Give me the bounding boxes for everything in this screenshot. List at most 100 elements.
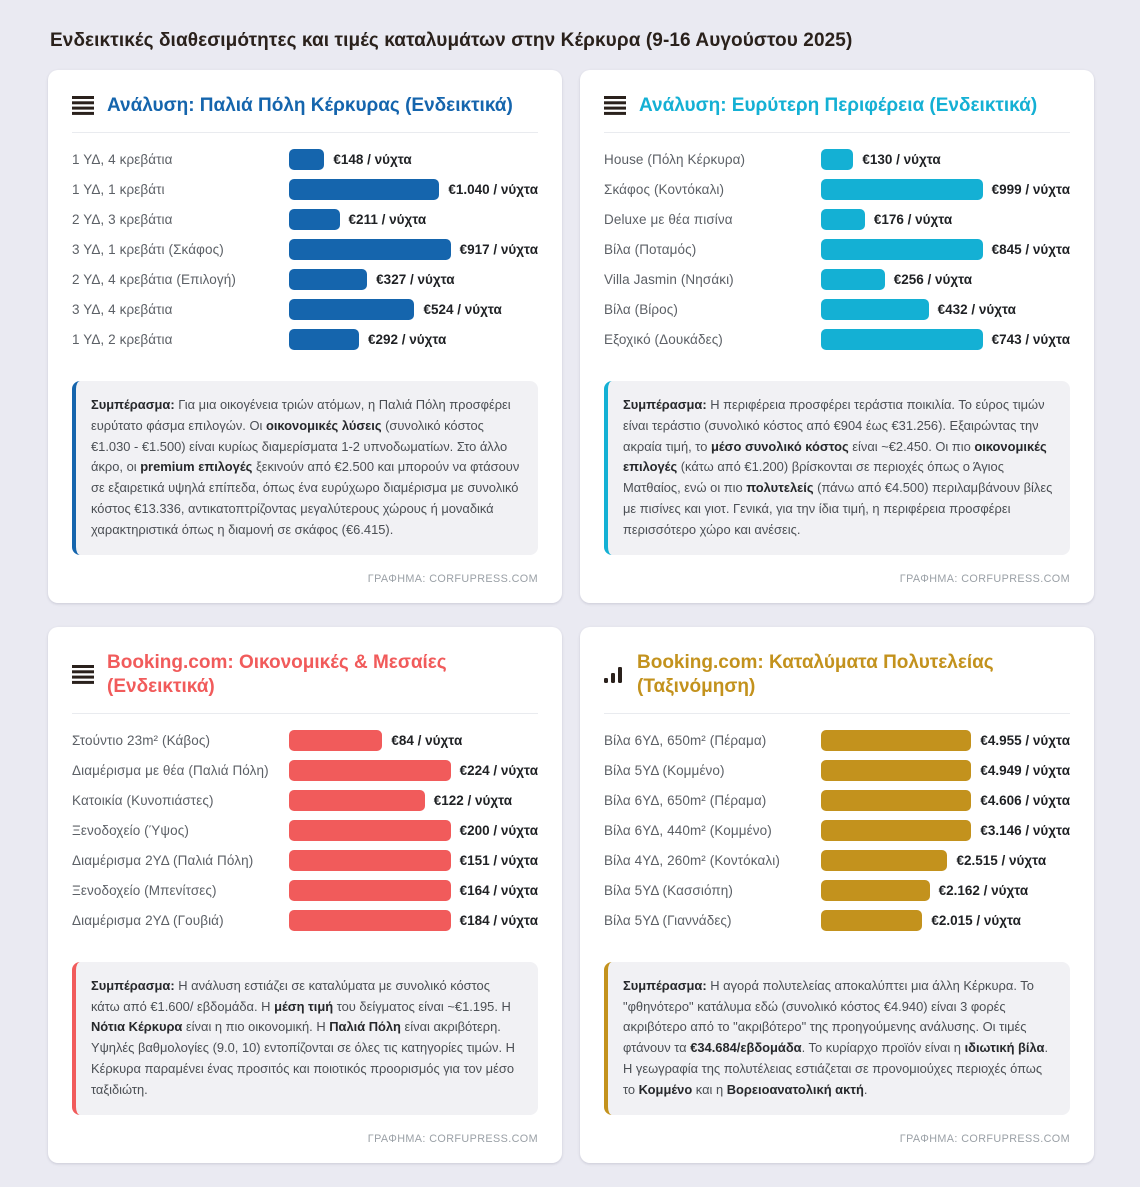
bar-track: €327 / νύχτα <box>289 268 538 290</box>
bar-category-label: Villa Jasmin (Νησάκι) <box>604 271 734 287</box>
bar-row: Βίλα 5ΥΔ (Γιαννάδες) €2.015 / νύχτα <box>604 909 1070 931</box>
bar-track: €4.949 / νύχτα <box>821 759 1070 781</box>
bar-category-label: 1 ΥΔ, 1 κρεβάτι <box>72 181 165 197</box>
bar-value-label: €432 / νύχτα <box>937 301 1016 317</box>
bar-value-label: €524 / νύχτα <box>423 301 502 317</box>
bar-row: Βίλα 4ΥΔ, 260m² (Κοντόκαλι) €2.515 / νύχτ… <box>604 849 1070 871</box>
bar-value-label: €1.040 / νύχτα <box>448 181 538 197</box>
bar-category-label: Βίλα (Ποταμός) <box>604 241 697 257</box>
bar-value-label: €211 / νύχτα <box>348 211 427 227</box>
chart-credit: ΓΡΑΦΗΜΑ: CORFUPRESS.COM <box>899 1133 1070 1146</box>
bar-track: €2.515 / νύχτα <box>821 849 1070 871</box>
bar-category-label: Βίλα 5ΥΔ (Κομμένο) <box>604 762 725 778</box>
bar <box>289 178 440 200</box>
bar-value-label: €4.949 / νύχτα <box>980 762 1070 778</box>
bar-row: Βίλα 6ΥΔ, 650m² (Πέραμα) €4.955 / νύχτα <box>604 729 1070 751</box>
bar-row: Κατοικία (Κυνοπιάστες) €122 / νύχτα <box>72 789 538 811</box>
bar <box>289 238 451 260</box>
bar-value-label: €176 / νύχτα <box>873 211 953 227</box>
bar-value-label: €917 / νύχτα <box>459 241 538 257</box>
bar <box>289 849 451 871</box>
bar <box>821 238 983 260</box>
bar <box>289 759 451 781</box>
bar <box>821 729 972 751</box>
bar-value-label: €3.146 / νύχτα <box>980 822 1070 838</box>
bar-value-label: €184 / νύχτα <box>459 912 538 928</box>
bar <box>821 759 972 781</box>
bar-category-label: 1 ΥΔ, 4 κρεβάτια <box>72 151 173 167</box>
bar-row: Βίλα 5ΥΔ (Κασσιόπη) €2.162 / νύχτα <box>604 879 1070 901</box>
bar-track: €999 / νύχτα <box>821 178 1070 200</box>
bar-track: €3.146 / νύχτα <box>821 819 1070 841</box>
cards-grid: Ανάλυση: Παλιά Πόλη Κέρκυρας (Ενδεικτικά… <box>48 70 1094 1164</box>
bar-row: 3 ΥΔ, 1 κρεβάτι (Σκάφος) €917 / νύχτα <box>72 238 538 260</box>
card-header: Ανάλυση: Παλιά Πόλη Κέρκυρας (Ενδεικτικά… <box>72 92 538 133</box>
bar <box>821 148 854 170</box>
chart-credit: ΓΡΑΦΗΜΑ: CORFUPRESS.COM <box>367 1133 538 1146</box>
bar-track: €176 / νύχτα <box>821 208 1070 230</box>
bar-value-label: €845 / νύχτα <box>991 241 1070 257</box>
bar-track: €148 / νύχτα <box>289 148 538 170</box>
summary-box: Συμπέρασμα: Η αγορά πολυτελείας αποκαλύπ… <box>604 961 1070 1116</box>
bar-value-label: €256 / νύχτα <box>893 271 973 287</box>
bar <box>821 328 983 350</box>
bar-value-label: €2.015 / νύχτα <box>931 912 1021 928</box>
bar-category-label: Deluxe με θέα πισίνα <box>604 211 733 227</box>
bar-row: Βίλα 6ΥΔ, 440m² (Κομμένο) €3.146 / νύχτα <box>604 819 1070 841</box>
bar-row: Διαμέρισμα 2ΥΔ (Παλιά Πόλη) €151 / νύχτα <box>72 849 538 871</box>
bar <box>821 789 972 811</box>
chart-credit: ΓΡΑΦΗΜΑ: CORFUPRESS.COM <box>367 573 538 586</box>
summary-box: Συμπέρασμα: Για μια οικογένεια τριών ατό… <box>72 380 538 556</box>
card-header: Booking.com: Οικονομικές & Μεσαίες (Ενδε… <box>72 649 538 714</box>
bar-track: €524 / νύχτα <box>289 298 538 320</box>
bar-category-label: Βίλα (Βίρος) <box>604 301 678 317</box>
bar-row: Διαμέρισμα 2ΥΔ (Γουβιά) €184 / νύχτα <box>72 909 538 931</box>
bar-row: 1 ΥΔ, 2 κρεβάτια €292 / νύχτα <box>72 328 538 350</box>
bar-value-label: €148 / νύχτα <box>333 151 412 167</box>
bar <box>821 819 972 841</box>
bar-category-label: Διαμέρισμα 2ΥΔ (Γουβιά) <box>72 912 224 928</box>
bar <box>289 819 451 841</box>
bar-value-label: €164 / νύχτα <box>459 882 538 898</box>
bar-row: 2 ΥΔ, 4 κρεβάτια (Επιλογή) €327 / νύχτα <box>72 268 538 290</box>
bar <box>821 849 948 871</box>
bar-category-label: Διαμέρισμα με θέα (Παλιά Πόλη) <box>72 762 269 778</box>
bar-category-label: Κατοικία (Κυνοπιάστες) <box>72 792 214 808</box>
bar-value-label: €84 / νύχτα <box>391 732 463 748</box>
card-title: Booking.com: Οικονομικές & Μεσαίες (Ενδε… <box>107 652 447 697</box>
bar <box>821 208 865 230</box>
bar-row: Διαμέρισμα με θέα (Παλιά Πόλη) €224 / νύχ… <box>72 759 538 781</box>
bar-track: €184 / νύχτα <box>289 909 538 931</box>
page-title: Ενδεικτικές διαθεσιμότητες και τιμές κατ… <box>50 30 853 51</box>
bar-track: €4.606 / νύχτα <box>821 789 1070 811</box>
bar-category-label: Βίλα 5ΥΔ (Κασσιόπη) <box>604 882 733 898</box>
bar <box>289 298 415 320</box>
bar-track: €130 / νύχτα <box>821 148 1070 170</box>
bar <box>289 328 359 350</box>
bar-category-label: Βίλα 6ΥΔ, 440m² (Κομμένο) <box>604 822 772 838</box>
bar-row: Σκάφος (Κοντόκαλι) €999 / νύχτα <box>604 178 1070 200</box>
bar-category-label: Διαμέρισμα 2ΥΔ (Παλιά Πόλη) <box>72 852 254 868</box>
bar <box>289 789 425 811</box>
card-header: Booking.com: Καταλύματα Πολυτελείας (Ταξ… <box>604 649 1070 714</box>
bar-row: Villa Jasmin (Νησάκι) €256 / νύχτα <box>604 268 1070 290</box>
bar-row: 1 ΥΔ, 4 κρεβάτια €148 / νύχτα <box>72 148 538 170</box>
bar-row: 2 ΥΔ, 3 κρεβάτια €211 / νύχτα <box>72 208 538 230</box>
bar <box>289 148 325 170</box>
bar-row: House (Πόλη Κέρκυρα) €130 / νύχτα <box>604 148 1070 170</box>
bar-track: €2.162 / νύχτα <box>821 879 1070 901</box>
bar-category-label: Βίλα 5ΥΔ (Γιαννάδες) <box>604 912 732 928</box>
bar-category-label: Σκάφος (Κοντόκαλι) <box>604 181 725 197</box>
bar-category-label: Βίλα 6ΥΔ, 650m² (Πέραμα) <box>604 792 767 808</box>
bar-row: 3 ΥΔ, 4 κρεβάτια €524 / νύχτα <box>72 298 538 320</box>
bar-track: €164 / νύχτα <box>289 879 538 901</box>
bar-chart: Βίλα 6ΥΔ, 650m² (Πέραμα) €4.955 / νύχτα Β… <box>604 729 1070 940</box>
list-icon <box>72 665 94 685</box>
bar <box>821 298 929 320</box>
bar-row: Ξενοδοχείο (Ύψος) €200 / νύχτα <box>72 819 538 841</box>
bar-track: €292 / νύχτα <box>289 328 538 350</box>
bar-row: Deluxe με θέα πισίνα €176 / νύχτα <box>604 208 1070 230</box>
bar-track: €2.015 / νύχτα <box>821 909 1070 931</box>
bar-category-label: Στούντιο 23m² (Κάβος) <box>72 732 211 748</box>
bar-chart: 1 ΥΔ, 4 κρεβάτια €148 / νύχτα 1 ΥΔ, 1 κρε… <box>72 148 538 359</box>
